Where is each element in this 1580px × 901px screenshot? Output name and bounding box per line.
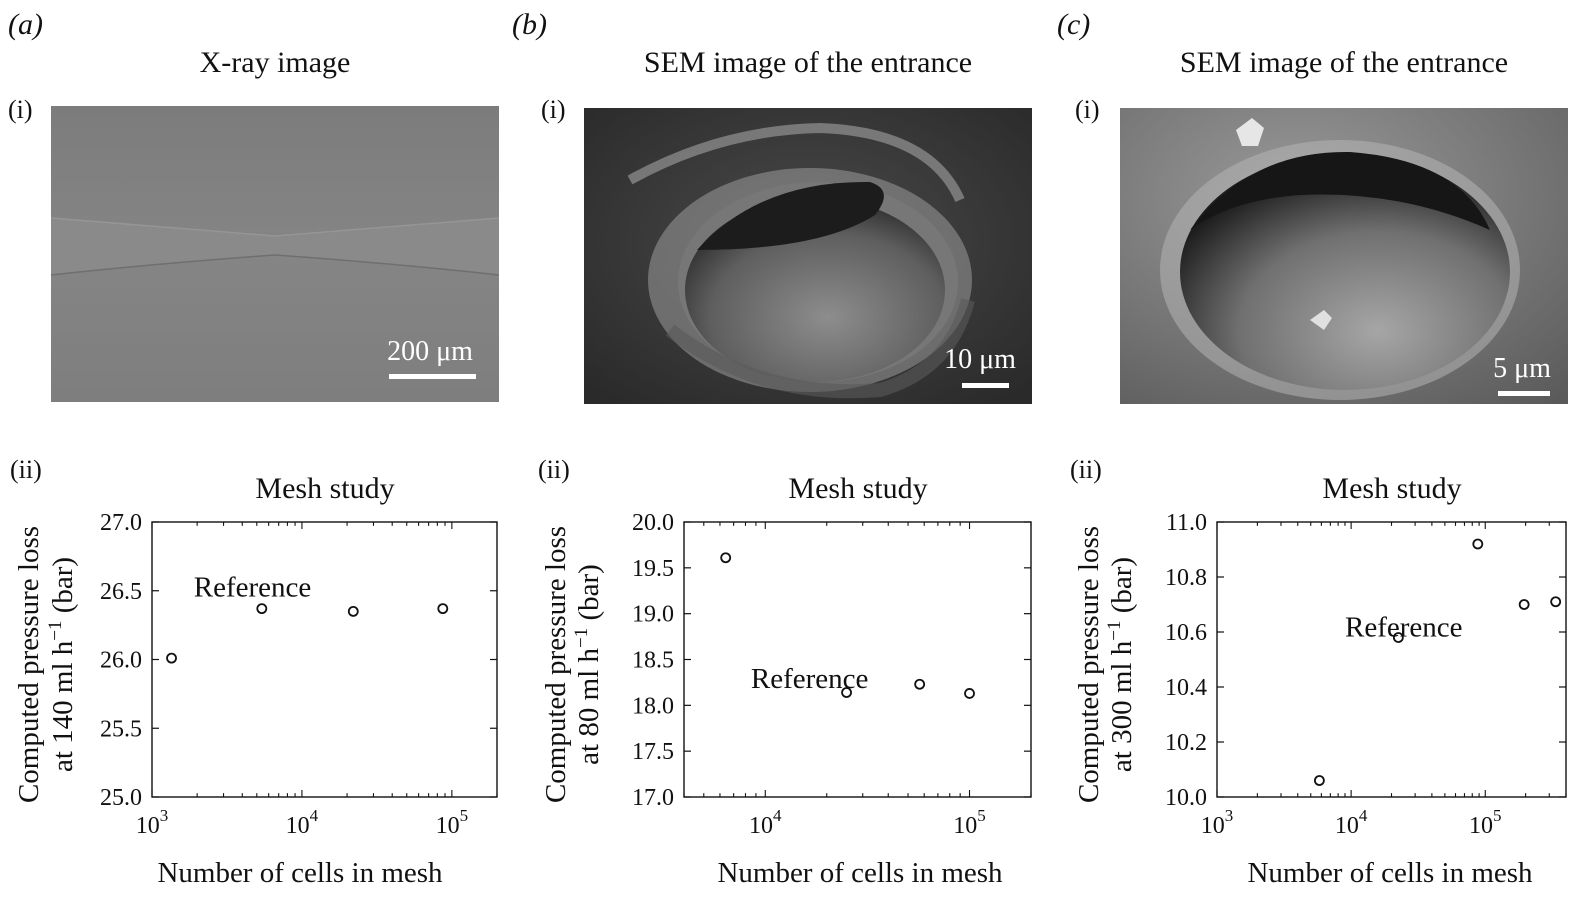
scale-bar-a [389,374,476,379]
y-tick-label: 17.5 [632,739,674,765]
y-axis-label-line2: at 80 ml h−1 (bar) [571,564,605,765]
data-point [437,603,449,615]
data-point [256,603,268,615]
data-point [166,652,177,664]
image-sublabel-c: (i) [1075,95,1100,124]
plot-sublabel-a: (ii) [10,455,42,484]
mesh-study-chart-b: Mesh study 17.0 17.5 18.0 18.5 19.0 19.5 20.0 10… [540,472,1032,889]
mesh-study-chart-c: Mesh study 10.0 10.2 10.4 10.6 10.8 11.0 103 104… [1073,472,1567,889]
particle-icon [1236,118,1264,146]
y-axis-label-line1: Computed pressure loss [540,526,572,803]
xray-image: 200 μm [50,106,500,402]
x-tick-label: 104 [1335,806,1368,839]
image-sublabel-a: (i) [8,95,33,124]
x-axis-label: Number of cells in mesh [1247,857,1533,889]
data-point [841,687,852,698]
y-axis-label-line2: at 140 ml h−1 (bar) [45,557,79,772]
y-tick-label: 17.0 [632,785,674,811]
plot-frame [151,521,498,798]
y-tick-label: 25.0 [100,785,142,811]
plot-sublabel-c: (ii) [1070,455,1102,484]
plot-sublabel-b: (ii) [538,455,570,484]
y-tick-label: 26.5 [100,579,142,605]
chart-title: Mesh study [1322,472,1461,505]
data-point [964,688,975,699]
panel-letter-b: (b) [512,8,547,41]
x-tick-label: 105 [953,806,986,839]
x-axis-label: Number of cells in mesh [717,857,1003,889]
plot-frame [1216,521,1567,798]
y-tick-label: 10.4 [1165,675,1207,701]
data-point [347,605,359,617]
image-sublabel-b: (i) [541,95,566,124]
y-tick-label: 19.5 [632,556,674,582]
mesh-study-chart-a: Mesh study 25.0 25.5 26.0 26.5 27.0 103 104 105 N… [13,472,498,889]
y-tick-label: 18.0 [632,693,674,719]
panel-letter-a: (a) [8,8,43,41]
reference-annotation: Reference [751,663,869,695]
x-tick-label: 103 [136,806,169,839]
scale-bar-label-a: 200 μm [387,336,473,367]
data-point [914,678,926,690]
y-axis-label-line1: Computed pressure loss [13,526,45,803]
chart-title: Mesh study [255,472,394,505]
y-tick-label: 10.6 [1165,620,1207,646]
scale-bar-c [1498,391,1550,396]
sem-image-b: 10 μm [584,108,1032,404]
panel-letter-c: (c) [1057,8,1090,41]
x-tick-label: 104 [749,806,782,839]
y-tick-label: 10.8 [1165,565,1207,591]
image-title-c: SEM image of the entrance [1180,46,1508,79]
data-point [1550,596,1562,608]
sem-image-c: 5 μm [1120,108,1568,404]
reference-annotation: Reference [1345,612,1463,644]
y-tick-label: 18.5 [632,648,674,674]
data-point [1472,538,1484,550]
chart-title: Mesh study [788,472,927,505]
x-tick-label: 105 [436,806,469,839]
plot-frame [683,521,1032,798]
y-tick-label: 20.0 [632,510,674,536]
y-tick-label: 10.2 [1165,730,1207,756]
reference-annotation: Reference [194,572,312,604]
y-axis-label-line2: at 300 ml h−1 (bar) [1104,557,1138,772]
y-tick-label: 27.0 [100,510,142,536]
y-tick-label: 25.5 [100,716,142,742]
y-tick-label: 11.0 [1166,510,1207,536]
x-tick-label: 103 [1201,806,1234,839]
y-tick-label: 19.0 [632,602,674,628]
scale-bar-b [962,383,1009,388]
scale-bar-label-b: 10 μm [944,344,1016,375]
x-axis-label: Number of cells in mesh [157,857,443,889]
image-title-a: X-ray image [200,46,351,79]
y-tick-label: 10.0 [1165,785,1207,811]
data-point [1313,775,1325,786]
data-point [1392,632,1404,643]
image-title-b: SEM image of the entrance [644,46,972,79]
x-tick-label: 104 [286,806,319,839]
scale-bar-label-c: 5 μm [1493,353,1551,384]
x-tick-label: 105 [1469,806,1502,839]
data-point [1518,599,1530,610]
data-point [720,552,732,564]
y-tick-label: 26.0 [100,648,142,674]
y-axis-label-line1: Computed pressure loss [1073,526,1105,803]
